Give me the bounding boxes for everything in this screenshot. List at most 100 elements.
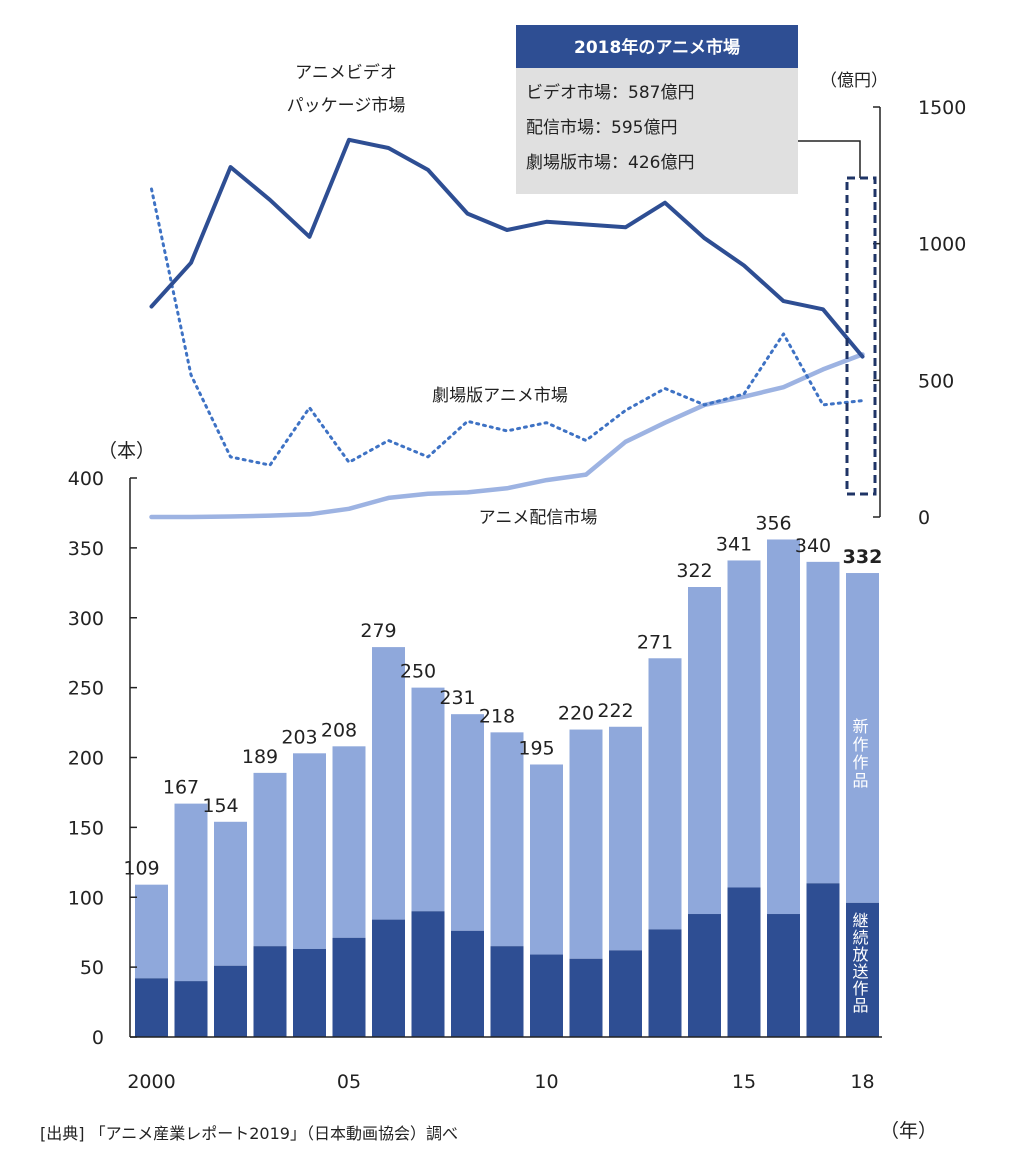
bar-continuing-2018: [846, 902, 879, 1037]
line-series-solid-dark: [149, 137, 865, 359]
bar-new-2007: [411, 687, 445, 912]
bar-total-label-2004: 203: [281, 726, 317, 748]
bar-continuing-2005: [332, 937, 366, 1037]
bar-continuing-2002: [214, 965, 247, 1037]
bar-new-2002: [214, 821, 247, 966]
bar-total-label-2000: 109: [123, 858, 159, 880]
bar-new-2012: [609, 726, 642, 951]
bar-y-tick-label-400: 400: [68, 468, 104, 490]
bar-y-tick-label-200: 200: [68, 748, 104, 770]
bar-continuing-2017: [806, 883, 840, 1037]
bar-new-2005: [332, 746, 366, 938]
bar-total-label-2006: 279: [360, 620, 396, 642]
bar-total-label-2015: 341: [716, 533, 752, 555]
market-box-row-theatrical: 劇場版市場：426億円: [526, 153, 694, 173]
bar-x-tick-label-15: 15: [732, 1071, 756, 1093]
source-note: [出典] 「アニメ産業レポート2019」（日本動画協会）調べ: [40, 1124, 458, 1143]
bar-new-2008: [451, 714, 484, 931]
bar-continuing-2006: [372, 919, 405, 1037]
bar-y-tick-label-50: 50: [80, 957, 104, 979]
bar-new-2014: [688, 587, 721, 915]
market-box-row-streaming: 配信市場：595億円: [526, 118, 677, 138]
bar-continuing-2012: [609, 950, 642, 1037]
bar-total-label-2011: 220: [558, 703, 594, 725]
line-y-tick-label-1500: 1500: [918, 97, 966, 119]
bar-total-label-2016: 356: [755, 512, 791, 534]
bar-new-2000: [135, 884, 168, 979]
bar-continuing-2011: [569, 958, 603, 1037]
bar-continuing-2007: [411, 911, 445, 1037]
bar-total-label-2013: 271: [637, 631, 673, 653]
bar-continuing-2010: [530, 954, 563, 1037]
line-series-dotted: [150, 187, 864, 467]
bar-continuing-2000: [135, 978, 168, 1037]
bar-continuing-2001: [174, 981, 208, 1037]
bar-y-unit: （本）: [98, 440, 155, 462]
bar-new-2016: [767, 539, 800, 915]
bar-continuing-2015: [727, 887, 761, 1037]
bar-total-label-2005: 208: [321, 719, 357, 741]
bar-total-label-2012: 222: [597, 700, 633, 722]
market-box-bg: [516, 66, 798, 194]
bar-total-label-2007: 250: [400, 661, 436, 683]
bar-x-tick-label-05: 05: [337, 1071, 361, 1093]
bar-axis-layer: 0 50 100 150 200 250 300 350 400 2000 05 10 15 18: [68, 468, 882, 1093]
bar-y-tick-label-350: 350: [68, 538, 104, 560]
bar-x-tick-label-2000: 2000: [127, 1071, 175, 1093]
bar-continuing-2004: [293, 948, 326, 1037]
bar-new-2017: [806, 561, 840, 884]
bar-new-2003: [253, 772, 287, 947]
line-y-tick-label-1000: 1000: [918, 234, 966, 256]
bar-total-label-2002: 154: [202, 795, 238, 817]
video-line-label-2: パッケージ市場: [287, 96, 406, 116]
bar-x-tick-label-18: 18: [850, 1071, 874, 1093]
bar-x-tick-label-10: 10: [534, 1071, 558, 1093]
bar-total-label-2018: 332: [843, 546, 883, 568]
bar-new-2018: [846, 573, 879, 903]
bar-new-2011: [569, 729, 603, 959]
bar-total-label-2017: 340: [795, 535, 831, 557]
bar-total-label-2010: 195: [518, 737, 554, 759]
bar-new-2009: [490, 732, 524, 947]
market-2018-box: 2018年のアニメ市場 ビデオ市場：587億円 配信市場：595億円 劇場版市場…: [516, 25, 861, 194]
theatrical-line-label: 劇場版アニメ市場: [432, 386, 568, 406]
bar-y-tick-label-100: 100: [68, 887, 104, 909]
bar-continuing-2008: [451, 930, 484, 1037]
lines-layer: [149, 137, 865, 520]
bar-continuing-2003: [253, 946, 287, 1037]
bar-total-label-2014: 322: [676, 560, 712, 582]
bar-continuing-2009: [490, 946, 524, 1037]
bar-y-tick-label-300: 300: [68, 608, 104, 630]
market-box-row-video: ビデオ市場：587億円: [526, 82, 694, 103]
line-y-unit: （億円）: [820, 71, 888, 91]
bar-new-2010: [530, 764, 563, 955]
bar-new-2013: [648, 658, 682, 930]
bar-y-tick-label-150: 150: [68, 817, 104, 839]
bar-continuing-2013: [648, 929, 682, 1037]
x-unit-label: （年）: [880, 1120, 938, 1142]
market-box-connector: [798, 140, 861, 178]
highlight-2018-box: [845, 176, 877, 496]
new-works-label: 新作作品: [850, 718, 869, 790]
market-box-header: [516, 25, 798, 68]
line-y-tick-label-500: 500: [918, 370, 954, 392]
bar-total-label-2009: 218: [479, 705, 515, 727]
bar-new-2015: [727, 560, 761, 888]
bar-total-label-2003: 189: [242, 746, 278, 768]
bar-continuing-2016: [767, 914, 800, 1037]
bar-y-tick-label-0: 0: [92, 1027, 104, 1049]
video-line-label-1: アニメビデオ: [295, 62, 397, 83]
bar-new-2006: [372, 647, 405, 920]
market-box-title: 2018年のアニメ市場: [574, 37, 740, 58]
bar-new-2001: [174, 803, 208, 982]
bar-total-label-2001: 167: [163, 777, 199, 799]
bar-y-tick-label-250: 250: [68, 678, 104, 700]
bar-total-label-2008: 231: [439, 687, 475, 709]
line-axis-layer: 0 500 1000 1500: [873, 97, 966, 529]
bar-continuing-2014: [688, 914, 721, 1037]
bar-new-2004: [293, 753, 326, 949]
streaming-line-label: アニメ配信市場: [479, 508, 598, 528]
line-series-solid-light: [149, 352, 865, 520]
